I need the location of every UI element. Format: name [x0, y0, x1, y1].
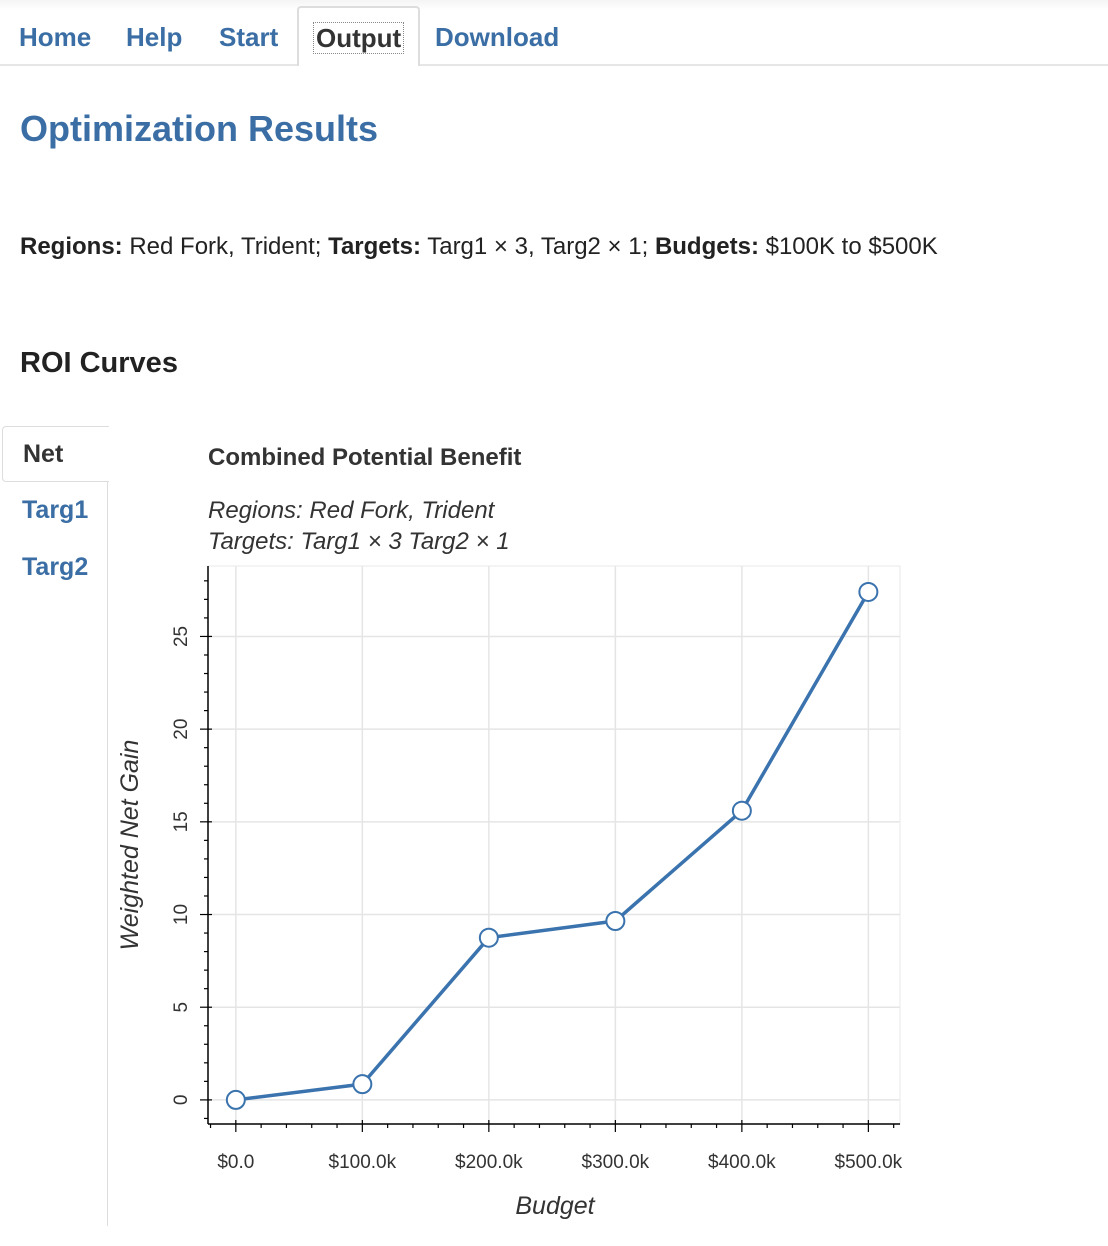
nav-output-label: Output	[313, 22, 405, 54]
data-point[interactable]	[731, 800, 752, 821]
run-summary: Regions: Red Fork, Trident; Targets: Tar…	[20, 233, 938, 261]
tab-net[interactable]: Net	[2, 426, 109, 482]
x-tick-label: $300.0k	[582, 1152, 650, 1173]
regions-label: Regions:	[20, 233, 123, 260]
chart-subtitle-targets: Targets: Targ1 × 3 Targ2 × 1	[208, 528, 510, 555]
x-tick-label: $500.0k	[835, 1152, 903, 1173]
y-tick-label: 15	[171, 811, 192, 832]
x-tick-label: $100.0k	[329, 1152, 397, 1173]
y-tick-label: 10	[171, 904, 192, 925]
data-point[interactable]	[478, 927, 499, 948]
y-tick-label: 5	[171, 1002, 192, 1013]
tab-targ1[interactable]: Targ1	[22, 496, 89, 524]
data-point[interactable]	[352, 1074, 373, 1095]
chart-tab-list: Net Targ1 Targ2	[0, 426, 109, 1226]
data-point[interactable]	[225, 1089, 246, 1110]
y-tick-label: 20	[171, 719, 192, 740]
y-axis-label: Weighted Net Gain	[116, 740, 144, 951]
data-point[interactable]	[858, 581, 879, 602]
nav-start[interactable]: Start	[219, 22, 279, 52]
targets-value: Targ1 × 3, Targ2 × 1;	[420, 233, 655, 260]
nav-help[interactable]: Help	[126, 22, 183, 52]
tab-targ2[interactable]: Targ2	[22, 553, 89, 581]
chart-title: Combined Potential Benefit	[208, 444, 521, 471]
budgets-label: Budgets:	[654, 233, 759, 260]
targets-label: Targets:	[328, 233, 421, 260]
data-series	[225, 581, 879, 1110]
section-title: ROI Curves	[20, 347, 178, 379]
chart-subtitle-regions: Regions: Red Fork, Trident	[208, 497, 496, 524]
regions-value: Red Fork, Trident;	[122, 233, 329, 260]
data-point[interactable]	[605, 911, 626, 932]
x-tick-label: $200.0k	[455, 1152, 523, 1173]
x-axis-label: Budget	[515, 1192, 595, 1220]
series-line	[235, 591, 870, 1102]
page-title: Optimization Results	[20, 108, 379, 149]
plot-frame	[207, 565, 901, 1125]
y-tick-label: 0	[171, 1095, 192, 1106]
axes: 0 5 10 15 20 25 $0.0 $100.0k $200.0k $300.0k $400.…	[171, 566, 903, 1173]
grid-lines	[208, 566, 900, 1124]
nav-home[interactable]: Home	[19, 22, 92, 52]
nav-download[interactable]: Download	[435, 22, 560, 52]
top-nav: Home Help Start Output Download	[0, 0, 1108, 66]
budgets-value: $100K to $500K	[758, 233, 938, 260]
nav-output[interactable]: Output	[297, 6, 421, 66]
x-tick-label: $0.0	[217, 1152, 254, 1173]
x-tick-label: $400.0k	[708, 1152, 776, 1173]
y-tick-label: 25	[171, 626, 192, 647]
